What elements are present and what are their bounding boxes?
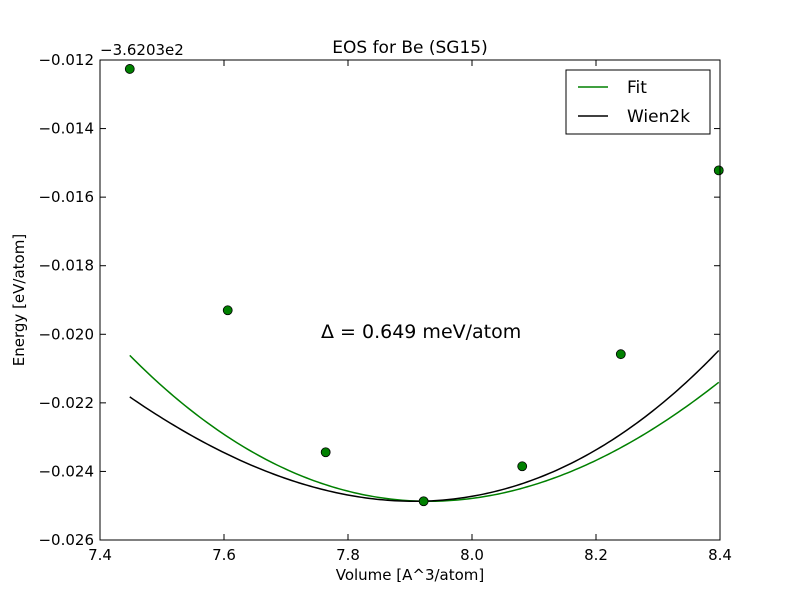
y-tick-label: −0.026: [38, 531, 94, 549]
x-tick-label: 8.0: [460, 546, 484, 564]
x-tick-label: 8.2: [584, 546, 608, 564]
y-tick-label: −0.024: [38, 462, 94, 480]
y-axis-label: Energy [eV/atom]: [10, 234, 28, 366]
x-tick-label: 7.4: [88, 546, 112, 564]
legend-box: [565, 69, 711, 135]
y-tick-label: −0.018: [38, 257, 94, 275]
legend-label-wien2k: Wien2k: [627, 107, 690, 127]
legend-label-fit: Fit: [627, 78, 647, 98]
data-point: [320, 447, 331, 458]
data-point: [124, 64, 135, 74]
y-tick-label: −0.012: [38, 51, 94, 69]
y-tick-label: −0.014: [38, 120, 94, 138]
legend: Fit Wien2k: [565, 69, 711, 135]
y-axis-ticks: −0.026 −0.024 −0.022 −0.020 −0.018 −0.016 −0.0…: [38, 51, 720, 549]
delta-annotation: Δ = 0.649 meV/atom: [321, 321, 521, 343]
y-tick-label: −0.016: [38, 188, 94, 206]
x-tick-label: 7.6: [212, 546, 236, 564]
chart-title: EOS for Be (SG15): [332, 38, 487, 58]
data-points: [124, 64, 724, 507]
plot-frame: [99, 59, 721, 541]
y-tick-label: −0.020: [38, 325, 94, 343]
data-point: [713, 165, 724, 176]
data-point: [517, 461, 528, 472]
x-axis-label: Volume [A^3/atom]: [336, 566, 485, 584]
data-point: [222, 305, 233, 316]
data-point: [615, 349, 626, 360]
x-tick-label: 7.8: [336, 546, 360, 564]
x-tick-label: 8.4: [708, 546, 732, 564]
x-axis-ticks: 7.4 7.6 7.8 8.0 8.2 8.4: [88, 60, 732, 564]
y-tick-label: −0.022: [38, 394, 94, 412]
y-offset-label: −3.6203e2: [100, 41, 184, 59]
data-point: [418, 496, 429, 507]
